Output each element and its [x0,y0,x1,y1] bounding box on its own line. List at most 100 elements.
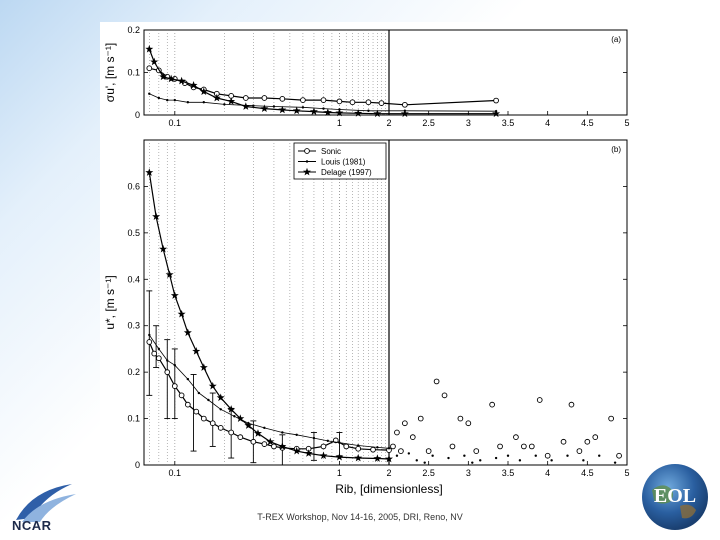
x-tick-label: 1 [337,118,342,128]
data-point-dot [295,433,298,437]
scatter-point-dot [613,461,617,464]
data-point-circle [155,355,162,362]
y-tick-label: 0.3 [127,321,140,331]
data-point-dot [326,439,330,443]
x-tick-label: 4.5 [581,468,594,478]
data-point-circle [378,100,385,106]
data-point-star [335,452,344,461]
data-point-star [199,87,208,96]
data-point-star [159,244,168,253]
data-point-dot [387,447,391,450]
data-point-star [266,437,275,446]
data-point-dot [281,431,284,434]
data-point-dot [173,363,177,367]
chart-panel-b: 0.1 1 2 2.5 3 3.5 4 4.5 5 0 0.1 0.2 0.3 0.4 0.5 0.6 (b) u… [103,139,630,496]
x-tick-label: 3 [466,468,471,478]
data-point-star [216,393,225,402]
data-point-star [165,270,174,279]
data-point-star [167,74,176,83]
data-point-star [354,109,363,117]
data-point-star [152,212,161,221]
data-point-circle [146,65,153,72]
data-point-circle [261,95,268,101]
y-tick-label: 0.4 [127,274,140,284]
data-point-circle [171,383,178,389]
data-point-dot [186,377,190,381]
data-point-star [309,107,318,115]
scatter-point-circle [394,429,400,436]
scatter-point-dot [415,459,418,462]
legend-swatch-marker [303,167,311,176]
y-tick-label: 0.5 [127,228,140,238]
data-point-dot [157,347,161,351]
data-point-circle [402,101,408,108]
x-tick-label: 2 [386,468,391,478]
data-point-dot [157,96,161,100]
scatter-point-circle [608,415,614,422]
data-point-star [208,381,217,390]
scatter-point-circle [473,448,480,454]
data-point-dot [367,109,370,112]
data-point-dot [272,105,276,108]
data-point-dot [223,103,226,106]
data-point-star [260,104,269,113]
data-point-star [373,454,382,462]
panel-tag: (b) [611,145,621,154]
y-tick-label: 0 [135,460,140,470]
scatter-point-dot [431,454,434,457]
scatter-point-dot [566,454,569,457]
scatter-point-circle [457,415,464,422]
scatter-point-circle [402,420,408,427]
data-point-dot [219,408,222,411]
y-tick-label: 0.1 [127,68,140,78]
scatter-point-circle [616,452,622,459]
scatter-point-dot [395,454,399,457]
scatter-point-circle [544,452,551,459]
legend-entry: Sonic [321,147,341,156]
data-point-dot [197,391,201,395]
data-point-dot [186,101,190,104]
scatter-point-circle [449,443,456,450]
x-tick-label: 4 [545,468,550,478]
data-point-star [145,168,154,176]
data-point-star [183,328,192,337]
footer-caption: T-REX Workshop, Nov 14-16, 2005, DRI, Re… [257,512,463,522]
data-point-circle [365,99,372,106]
scatter-point-dot [582,459,585,462]
scatter-point-circle [528,443,535,450]
data-point-star [145,44,154,53]
data-point-circle [261,441,268,447]
scatter-point-circle [425,448,432,454]
data-point-circle [370,446,376,453]
scatter-point-circle [584,438,591,445]
x-axis-label: Rib, [dimensionless] [335,482,442,496]
y-tick-label: 0.2 [127,367,140,377]
data-point-circle [193,408,200,415]
data-point-circle [300,97,306,103]
data-point-star [253,429,262,437]
data-point-star [159,72,168,81]
data-point-star [192,347,201,355]
legend-entry: Louis (1981) [321,158,366,167]
chart-figure: 0.1 1 2 2.5 3 3.5 4 4.5 500.10.2(a)σu', [m s⁻¹]0… [103,25,630,496]
data-point-circle [250,438,257,445]
data-point-dot [173,98,177,102]
data-point-circle [200,415,207,422]
data-point-dot [356,444,360,447]
scatter-point-dot [479,459,482,462]
scatter-point-circle [398,448,404,454]
data-point-star [170,291,179,299]
x-tick-label: 2 [386,118,391,128]
x-tick-label: 2.5 [422,118,435,128]
data-point-dot [338,441,341,444]
series-line-dot [148,334,390,449]
scatter-point-circle [390,443,396,450]
scatter-point-dot [407,452,411,455]
x-tick-label: 5 [624,468,629,478]
data-point-star [304,449,313,457]
data-point-dot [312,436,316,440]
x-tick-label: 0.1 [169,468,182,478]
data-point-dot [263,426,266,430]
data-point-star [400,109,409,118]
data-point-star [189,81,198,89]
